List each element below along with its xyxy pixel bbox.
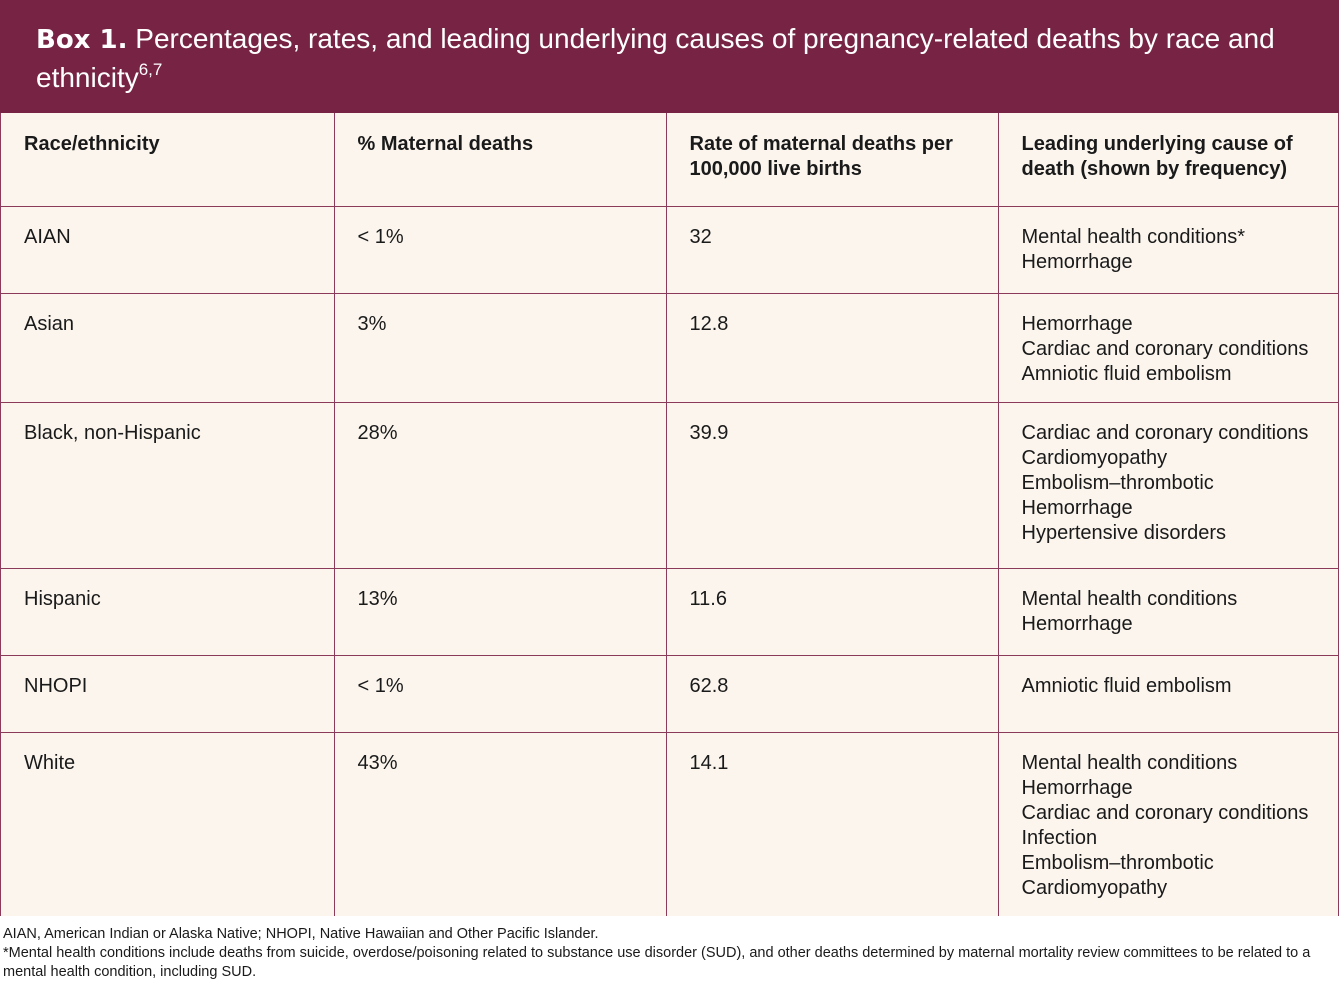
race-cell: Hispanic — [1, 568, 335, 656]
race-cell: NHOPI — [1, 655, 335, 733]
cause-item: Hemorrhage — [1021, 312, 1133, 335]
rate-cell: 11.6 — [666, 568, 999, 656]
abbreviations-footnote: AIAN, American Indian or Alaska Native; … — [3, 926, 599, 942]
table-body: AIAN < 1% 32 Mental health conditions* Hemor… — [1, 206, 1339, 916]
cause-item: Amniotic fluid embolism — [1021, 674, 1232, 697]
citation-superscript: 6,7 — [138, 60, 163, 79]
cause-item: Hypertensive disorders — [1021, 521, 1227, 544]
cause-item: Cardiac and coronary conditions — [1021, 421, 1309, 444]
causes-cell: Amniotic fluid embolism — [998, 655, 1339, 733]
causes-cell: Mental health conditions Hemorrhage — [998, 568, 1339, 656]
table-header-row: Race/ethnicity % Maternal deaths Rate of… — [1, 113, 1339, 207]
causes-cell: Hemorrhage Cardiac and coronary condition… — [998, 293, 1339, 403]
footnotes: AIAN, American Indian or Alaska Native; … — [3, 925, 1333, 982]
rate-cell: 39.9 — [666, 402, 999, 569]
cause-item: Hemorrhage — [1021, 496, 1133, 519]
cause-item: Mental health conditions — [1021, 751, 1238, 774]
asterisk-footnote: *Mental health conditions include deaths… — [3, 945, 1311, 980]
cause-item: Infection — [1021, 826, 1098, 849]
race-cell: Asian — [1, 293, 335, 403]
table-row: AIAN < 1% 32 Mental health conditions* Hemor… — [1, 206, 1339, 294]
race-cell: Black, non-Hispanic — [1, 402, 335, 569]
column-header-causes: Leading underlying cause of death (shown… — [998, 113, 1339, 207]
cause-item: Embolism–thrombotic — [1021, 851, 1214, 874]
percent-cell: < 1% — [334, 655, 667, 733]
percent-cell: 13% — [334, 568, 667, 656]
percent-cell: 3% — [334, 293, 667, 403]
cause-item: Cardiac and coronary conditions — [1021, 801, 1309, 824]
cause-item: Mental health conditions* — [1021, 225, 1245, 248]
table-row: White 43% 14.1 Mental health conditions Hemo… — [1, 732, 1339, 916]
causes-cell: Mental health conditions Hemorrhage Cardia… — [998, 732, 1339, 916]
percent-cell: < 1% — [334, 206, 667, 294]
cause-item: Cardiac and coronary conditions — [1021, 337, 1309, 360]
table-row: Black, non-Hispanic 28% 39.9 Cardiac and co… — [1, 402, 1339, 569]
rate-cell: 62.8 — [666, 655, 999, 733]
cause-item: Embolism–thrombotic — [1021, 471, 1214, 494]
percent-cell: 28% — [334, 402, 667, 569]
cause-item: Amniotic fluid embolism — [1021, 362, 1232, 385]
rate-cell: 32 — [666, 206, 999, 294]
column-header-rate: Rate of maternal deaths per 100,000 live… — [666, 113, 999, 207]
cause-item: Hemorrhage — [1021, 776, 1133, 799]
cause-item: Hemorrhage — [1021, 250, 1133, 273]
column-header-percent: % Maternal deaths — [334, 113, 667, 207]
race-cell: AIAN — [1, 206, 335, 294]
table-row: Hispanic 13% 11.6 Mental health conditions H… — [1, 568, 1339, 656]
rate-cell: 12.8 — [666, 293, 999, 403]
box-title: Percentages, rates, and leading underlyi… — [36, 23, 1275, 93]
data-table-container: Race/ethnicity % Maternal deaths Rate of… — [0, 113, 1339, 916]
race-cell: White — [1, 732, 335, 916]
causes-cell: Mental health conditions* Hemorrhage — [998, 206, 1339, 294]
cause-item: Cardiomyopathy — [1021, 876, 1168, 899]
causes-cell: Cardiac and coronary conditions Cardiomyo… — [998, 402, 1339, 569]
table-row: NHOPI < 1% 62.8 Amniotic fluid embolism — [1, 655, 1339, 733]
box-header: Box 1. Percentages, rates, and leading u… — [0, 0, 1339, 113]
cause-item: Hemorrhage — [1021, 612, 1133, 635]
cause-item: Cardiomyopathy — [1021, 446, 1168, 469]
maternal-deaths-table: Race/ethnicity % Maternal deaths Rate of… — [1, 113, 1339, 916]
rate-cell: 14.1 — [666, 732, 999, 916]
box-label: Box 1. — [36, 25, 128, 55]
cause-item: Mental health conditions — [1021, 587, 1238, 610]
column-header-race: Race/ethnicity — [1, 113, 335, 207]
table-row: Asian 3% 12.8 Hemorrhage Cardiac and coronar… — [1, 293, 1339, 403]
percent-cell: 43% — [334, 732, 667, 916]
